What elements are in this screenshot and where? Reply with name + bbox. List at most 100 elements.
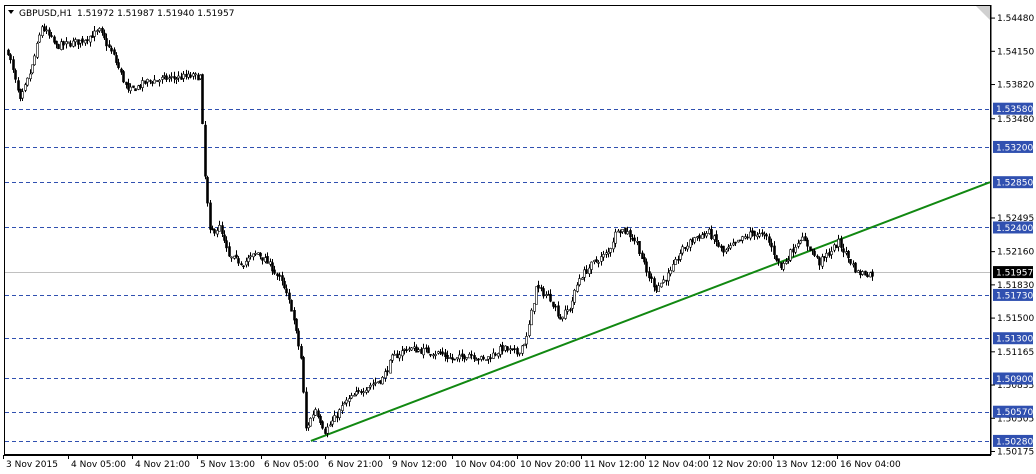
candle: [612, 237, 615, 253]
candle-body: [482, 356, 485, 360]
candle-body: [643, 257, 646, 263]
candle-body: [120, 68, 123, 73]
time-tick-label: 12 Nov 04:00: [648, 460, 709, 470]
candle-body: [734, 241, 737, 244]
price-axis-ticks: 1.54480 1.54150 1.53820 1.53480 1.52495 1.521…: [991, 14, 1034, 457]
candle: [355, 386, 358, 397]
candle-body: [45, 29, 48, 32]
candle-body: [362, 391, 365, 394]
candle-body: [17, 80, 20, 91]
horizontal-levels: [5, 109, 990, 442]
candle: [341, 401, 344, 415]
candle-body: [554, 305, 557, 308]
candle: [753, 230, 756, 240]
candle-body: [809, 246, 812, 251]
candle: [506, 345, 509, 353]
candle-body: [96, 30, 99, 32]
candle: [101, 26, 104, 36]
candle-body: [305, 391, 308, 429]
candle: [55, 40, 58, 49]
candle-body: [156, 80, 159, 82]
candle: [295, 318, 298, 334]
candle-body: [321, 421, 324, 429]
candle-body: [98, 28, 101, 32]
candle-body: [281, 275, 284, 281]
candle-body: [612, 241, 615, 250]
candle-body: [192, 73, 195, 77]
candle-body: [653, 278, 656, 288]
candle-body: [374, 382, 377, 384]
candle-body: [317, 410, 320, 417]
candle: [117, 58, 120, 70]
candle-body: [753, 230, 756, 237]
candle-body: [686, 245, 689, 250]
candle-body: [149, 80, 152, 82]
candle-body: [139, 84, 142, 88]
candle: [540, 284, 543, 292]
candle: [225, 236, 228, 252]
candle-body: [451, 357, 454, 360]
candle: [300, 343, 303, 360]
candle: [297, 328, 300, 350]
candle-body: [530, 309, 533, 326]
candle-body: [765, 234, 768, 237]
candle-body: [381, 377, 384, 385]
candle-body: [122, 71, 125, 83]
candle-body: [240, 263, 243, 266]
candle-body: [372, 383, 375, 386]
time-tick-label: 11 Nov 12:00: [584, 460, 645, 470]
candle-body: [533, 303, 536, 312]
candle-body: [794, 246, 797, 253]
candle-body: [624, 227, 627, 234]
level-tag-label: 1.51730: [996, 291, 1033, 301]
candle-body: [540, 287, 543, 289]
candle: [38, 32, 41, 43]
candle-body: [761, 232, 764, 235]
candle-body: [729, 245, 732, 249]
level-tag: 1.50900: [993, 372, 1033, 385]
candle-body: [458, 354, 461, 360]
candle-body: [441, 351, 444, 355]
candle: [777, 258, 780, 266]
candle: [818, 256, 821, 270]
candle: [864, 270, 867, 276]
candle: [830, 246, 833, 259]
candle-body: [288, 292, 291, 300]
candle-body: [213, 229, 216, 234]
candle: [847, 249, 850, 263]
candle-body: [300, 346, 303, 359]
chart-menu-triangle-icon[interactable]: [8, 10, 14, 14]
candle-body: [470, 354, 473, 356]
corner-arrow-icon[interactable]: [976, 6, 990, 20]
candle-body: [410, 347, 413, 351]
candle: [273, 265, 276, 275]
candle-body: [650, 276, 653, 279]
candle: [427, 345, 430, 354]
candle-body: [717, 242, 720, 247]
candle: [326, 423, 329, 438]
candle-body: [237, 258, 240, 264]
candle-body: [494, 353, 497, 356]
candle-body: [485, 359, 488, 361]
candle-body: [573, 289, 576, 303]
candle-body: [218, 224, 221, 232]
candle-body: [506, 346, 509, 351]
candle: [626, 226, 629, 235]
candle: [705, 231, 708, 239]
candle-body: [24, 84, 27, 91]
candle-body: [295, 318, 298, 331]
candle: [247, 254, 250, 267]
candle: [302, 355, 305, 394]
candle: [629, 228, 632, 242]
candle-body: [619, 231, 622, 234]
candle: [614, 228, 617, 248]
candle-body: [43, 26, 46, 31]
candle-body: [365, 389, 368, 393]
candle: [134, 88, 137, 92]
candle: [120, 67, 123, 75]
candle: [518, 352, 521, 357]
candle-body: [861, 271, 864, 275]
candle-body: [163, 75, 166, 77]
candle: [564, 305, 567, 320]
candle: [578, 274, 581, 287]
